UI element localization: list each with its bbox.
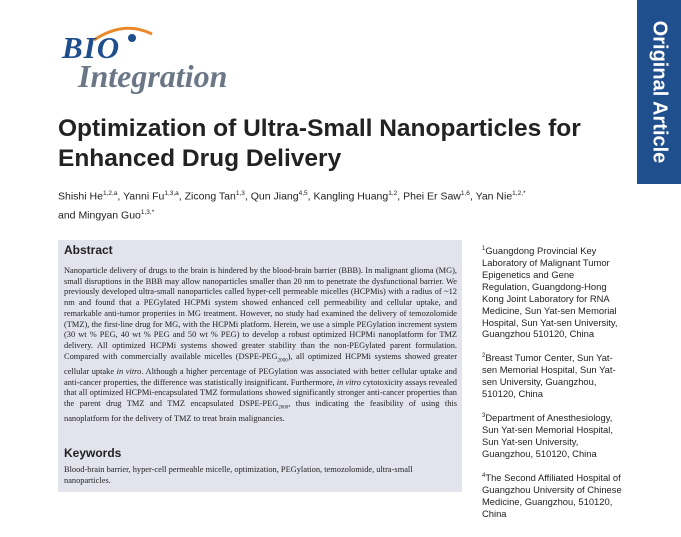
- affiliation-text: The Second Affiliated Hospital of Guangz…: [482, 472, 622, 519]
- author-affil-sup: 1,3,*: [140, 208, 155, 216]
- abstract-text-part: . Although a higher percentage of PEGyla…: [64, 367, 457, 387]
- article-title: Optimization of Ultra-Small Nanoparticle…: [58, 115, 581, 172]
- logo-bio-text: BIO: [62, 30, 121, 65]
- author-name: Yanni Fu: [123, 190, 165, 203]
- abstract-text-part: Nanoparticle delivery of drugs to the br…: [64, 266, 457, 361]
- author-affil-sup: 1,3,a: [164, 190, 179, 197]
- abstract-italic: in vitro: [336, 377, 361, 387]
- affiliation-item: 3Department of Anesthesiology, Sun Yat-s…: [482, 411, 622, 460]
- logo-integration-text: Integration: [78, 58, 228, 94]
- journal-logo: BIO Integration: [54, 24, 264, 96]
- author-affil-sup: 1,6: [460, 190, 470, 197]
- author-name: Kangling Huang: [313, 190, 389, 203]
- author-affil-sup: 1,2: [388, 190, 398, 197]
- abstract-subscript: 2000: [277, 358, 288, 364]
- logo-swoosh-icon: [93, 26, 153, 42]
- abstract-subscript: 2000: [278, 405, 289, 411]
- abstract-text-part: ), all optimized HCPMi systems showed gr…: [64, 351, 458, 376]
- keywords-heading: Keywords: [64, 446, 122, 460]
- article-type-label: Original Article: [648, 20, 671, 164]
- abstract-text-part: , thus indicating the feasibility of usi…: [64, 399, 457, 424]
- abstract-italic: in vitro: [116, 367, 142, 376]
- affiliation-number: 4: [482, 472, 486, 479]
- author-name: Mingyan Guo: [78, 209, 141, 221]
- author-name: Shishi He: [58, 190, 103, 203]
- abstract-box: Abstract Nanoparticle delivery of drugs …: [58, 240, 462, 492]
- abstract-heading: Abstract: [64, 243, 113, 257]
- author-affil-sup: 1,2,*: [512, 190, 526, 197]
- affiliation-number: 3: [482, 413, 486, 420]
- affiliation-number: 2: [482, 353, 486, 360]
- author-affil-sup: 1,2,a: [102, 190, 118, 197]
- author-name: Yan Nie: [475, 190, 513, 203]
- affiliation-item: 2Breast Tumor Center, Sun Yat-sen Memori…: [482, 351, 622, 400]
- affiliations-list: 1Guangdong Provincial Key Laboratory of …: [482, 244, 622, 531]
- affiliation-text: Department of Anesthesiology, Sun Yat-se…: [482, 412, 613, 459]
- author-name: Zicong Tan: [184, 190, 236, 203]
- affiliation-number: 1: [482, 246, 486, 252]
- keywords-text: Blood-brain barrier, hyper-cell permeabl…: [64, 465, 413, 485]
- affiliation-item: 4The Second Affiliated Hospital of Guang…: [482, 471, 622, 520]
- affiliation-item: 1Guangdong Provincial Key Laboratory of …: [482, 244, 622, 340]
- abstract-text: Nanoparticle delivery of drugs to the br…: [64, 266, 457, 425]
- author-list: Shishi He1,2,a, Yanni Fu1,3,a, Zicong Ta…: [58, 190, 526, 221]
- author-name: Phei Er Saw: [403, 190, 461, 203]
- article-type-tab: Original Article: [637, 0, 681, 184]
- abstract-text-part: cytotoxicity assays revealed that all op…: [64, 377, 457, 409]
- author-affil-sup: 4,5: [298, 190, 308, 197]
- author-name: Qun Jiang: [250, 190, 299, 203]
- affiliation-text: Guangdong Provincial Key Laboratory of M…: [482, 245, 618, 340]
- affiliation-text: Breast Tumor Center, Sun Yat-sen Memoria…: [482, 352, 616, 400]
- author-affil-sup: 1,3: [235, 190, 245, 197]
